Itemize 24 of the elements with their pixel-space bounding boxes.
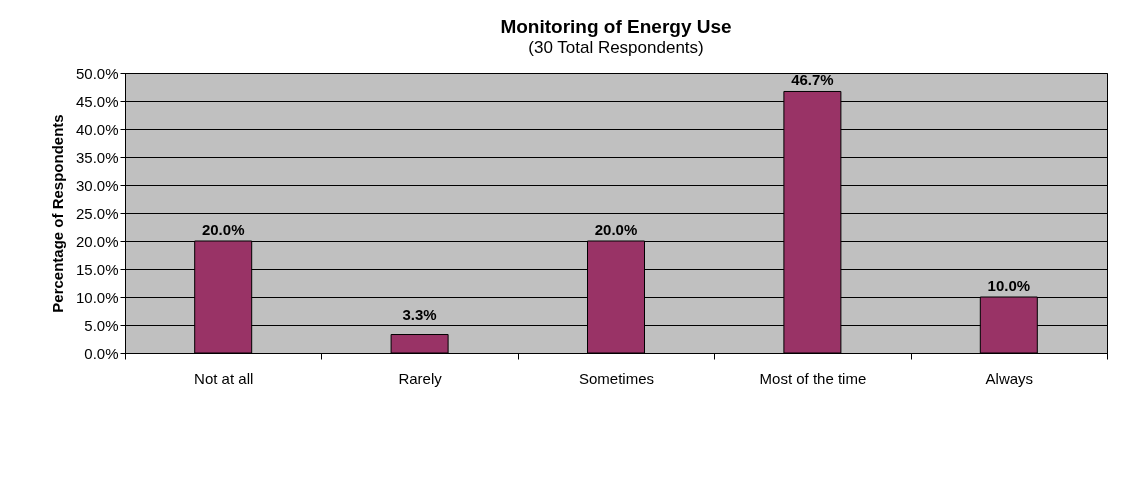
x-tick-label: Sometimes [578,369,655,387]
y-tick-label: 0.0% [84,344,119,362]
chart-subtitle: (30 Total Respondents) [528,38,704,57]
y-tick-label: 15.0% [75,260,119,278]
x-tick-label: Most of the time [759,369,867,387]
y-tick-label: 40.0% [75,120,119,138]
data-label: 46.7% [791,71,834,89]
data-label: 20.0% [201,221,245,238]
data-label: 10.0% [987,277,1031,294]
y-tick-label: 25.0% [75,204,119,222]
y-tick-label: 10.0% [75,288,119,306]
y-tick-label: 5.0% [84,316,119,334]
x-tick-label: Not at all [194,369,254,387]
x-tick-label: Rarely [398,369,443,387]
y-tick-label: 45.0% [75,92,119,110]
data-label: 20.0% [594,221,638,238]
x-tick-label: Always [985,369,1034,387]
y-tick-label: 30.0% [75,176,119,194]
chart-title: Monitoring of Energy Use [500,16,732,37]
y-axis-title: Percentage of Respondents [48,114,66,313]
y-tick-label: 50.0% [75,64,119,82]
y-tick-label: 20.0% [75,232,119,250]
y-tick-label: 35.0% [75,148,119,166]
data-label: 3.3% [402,306,437,323]
